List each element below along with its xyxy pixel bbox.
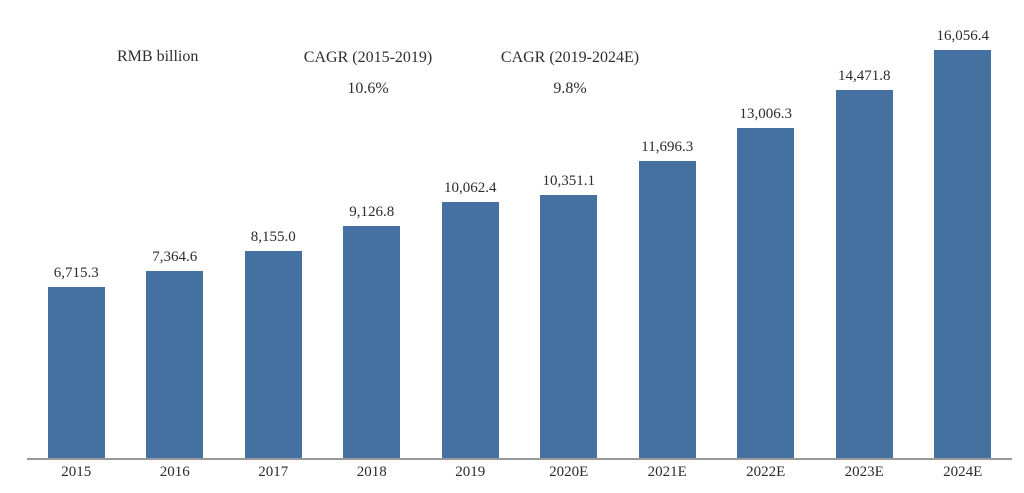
cagr-annotation-2015-2019: CAGR (2015-2019) 10.6% <box>304 48 432 99</box>
bar-group: 7,364.6 <box>126 249 225 458</box>
cagr-annotation-value: 10.6% <box>347 80 389 97</box>
x-axis-label: 2015 <box>61 464 92 480</box>
bar <box>638 161 696 458</box>
bar-value-label: 9,126.8 <box>349 204 395 220</box>
x-axis-label: 2019 <box>455 464 486 480</box>
bar-group: 8,155.0 <box>224 229 323 458</box>
cagr-annotation-value: 9.8% <box>553 80 587 97</box>
bar-group: 10,062.4 <box>421 180 520 458</box>
plot-area: 6,715.3 7,364.6 8,155.0 9,126.8 10,062.4 10,3… <box>27 0 1012 460</box>
bar-value-label: 13,006.3 <box>739 106 793 122</box>
bar <box>244 251 302 458</box>
bar-value-label: 10,062.4 <box>444 180 497 196</box>
x-axis-label: 2023E <box>844 464 884 480</box>
bar-value-label: 8,155.0 <box>250 229 296 245</box>
bar-group: 13,006.3 <box>717 106 816 458</box>
bar-group: 9,126.8 <box>323 204 422 458</box>
bar <box>146 271 204 458</box>
bar-value-label: 16,056.4 <box>936 28 990 44</box>
x-axis-label: 2020E <box>549 464 589 480</box>
cagr-annotation-title: CAGR (2015-2019) <box>303 49 433 66</box>
cagr-annotation-2019-2024: CAGR (2019-2024E) 9.8% <box>501 48 639 99</box>
bar <box>47 287 105 458</box>
bar-value-label: 10,351.1 <box>542 173 596 189</box>
bar-value-label: 14,471.8 <box>838 68 891 84</box>
bar-group: 6,715.3 <box>27 265 126 458</box>
bar-group: 14,471.8 <box>815 68 914 458</box>
cagr-annotation-title: CAGR (2019-2024E) <box>500 49 640 66</box>
x-axis-label: 2017 <box>258 464 289 480</box>
bar <box>934 50 992 458</box>
unit-label: RMB billion <box>117 48 199 65</box>
bar <box>835 90 893 458</box>
x-axis-label: 2016 <box>159 464 190 480</box>
x-axis-label: 2021E <box>647 464 687 480</box>
bar-value-label: 6,715.3 <box>53 265 99 281</box>
bar-group: 16,056.4 <box>914 28 1013 458</box>
bar-value-label: 11,696.3 <box>641 139 694 155</box>
x-axis-label: 2022E <box>746 464 786 480</box>
bar-value-label: 7,364.6 <box>152 249 198 265</box>
x-axis-label: 2018 <box>356 464 387 480</box>
bar <box>737 128 795 458</box>
bar <box>540 195 598 458</box>
bar <box>441 202 499 458</box>
bar <box>343 226 401 458</box>
x-axis: 2015 2016 2017 2018 2019 2020E 2021E 2022E 2023E… <box>27 464 1012 481</box>
bar-group: 10,351.1 <box>520 173 619 458</box>
bar-group: 11,696.3 <box>618 139 717 458</box>
x-axis-label: 2024E <box>943 464 983 480</box>
